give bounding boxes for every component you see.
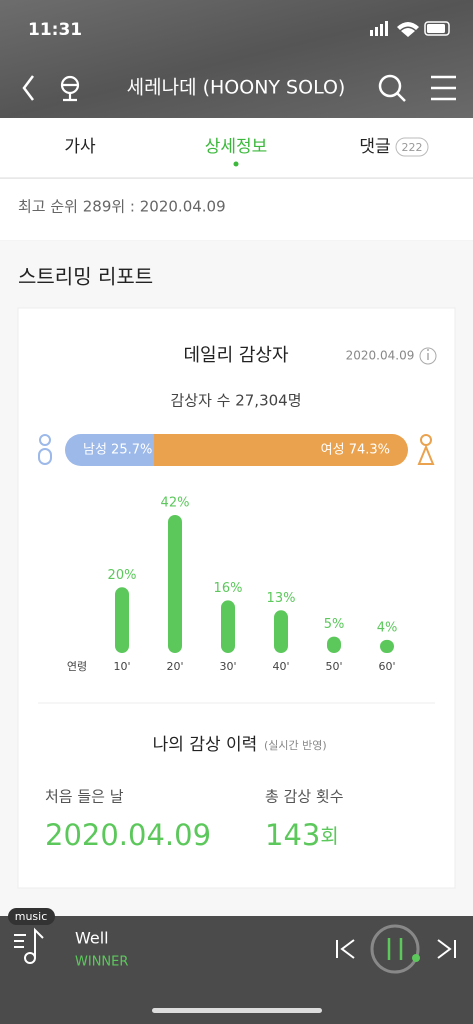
bar <box>115 587 129 653</box>
home-indicator <box>152 1008 322 1013</box>
music-badge <box>8 908 55 925</box>
song-title: 세레나데 (HOONY SOLO) <box>127 77 346 99</box>
bar <box>380 639 394 653</box>
value-label: 4% <box>377 620 398 635</box>
mic-button[interactable] <box>60 75 80 102</box>
header-bg <box>0 0 473 118</box>
back-button[interactable] <box>22 75 34 101</box>
info-icon[interactable] <box>419 347 437 365</box>
gender-segment <box>65 434 154 466</box>
value-label: 16% <box>214 581 243 596</box>
age-chart: 연령 20% 10' 42% 20' 16% 30' 13% 40' 5% 50' 4% 60' <box>67 496 397 674</box>
menu-button[interactable] <box>431 75 456 101</box>
music-badge-text: music <box>15 910 48 923</box>
bar <box>327 636 341 653</box>
x-tick-label: 40' <box>272 660 289 673</box>
total-plays-value: 143 <box>265 818 320 852</box>
playlist-icon[interactable] <box>14 927 44 964</box>
x-tick-label: 50' <box>325 660 342 673</box>
history-title: 나의 감상 이력 <box>153 735 258 755</box>
gender-segment <box>153 434 408 466</box>
axis-label: 연령 <box>67 660 87 673</box>
rank-area <box>0 179 473 240</box>
first-listen-date: 2020.04.09 <box>45 818 211 852</box>
x-tick-label: 10' <box>113 660 130 673</box>
gender-bar <box>65 434 408 466</box>
player-bar <box>0 916 473 1024</box>
artist-name: WINNER <box>75 955 128 970</box>
value-label: 42% <box>161 496 190 511</box>
female-icon <box>417 434 435 465</box>
gender-label: 남성 25.7% <box>83 443 152 458</box>
bar <box>221 600 235 653</box>
bar <box>274 610 288 653</box>
total-plays: 143회 <box>265 818 339 852</box>
comment-count: 222 <box>402 141 423 154</box>
first-listen-label: 처음 들은 날 <box>45 788 124 806</box>
status-icons <box>370 21 450 37</box>
clock: 11:31 <box>28 20 82 40</box>
value-label: 20% <box>108 568 137 583</box>
total-plays-label: 총 감상 횟수 <box>265 788 344 806</box>
tab-bar <box>0 118 473 178</box>
value-label: 5% <box>324 617 345 632</box>
bar <box>168 515 182 653</box>
history-note: (실시간 반영) <box>264 739 327 752</box>
track-name: Well <box>75 929 109 948</box>
male-icon <box>38 434 52 465</box>
prev-button[interactable] <box>336 939 355 959</box>
section-title: 스트리밍 리포트 <box>18 265 153 289</box>
value-label: 13% <box>267 591 296 606</box>
tab[interactable]: 가사 <box>64 137 96 157</box>
pause-button[interactable] <box>370 924 420 974</box>
x-tick-label: 20' <box>166 660 183 673</box>
next-button[interactable] <box>437 939 456 959</box>
total-plays-unit: 회 <box>320 824 338 848</box>
report-date: 2020.04.09 <box>346 349 415 363</box>
peak-rank: 최고 순위 289위 : 2020.04.09 <box>18 198 226 216</box>
tab-active[interactable]: 상세정보 <box>205 137 268 157</box>
x-tick-label: 60' <box>378 660 395 673</box>
comment-badge <box>395 137 429 157</box>
x-tick-label: 30' <box>219 660 236 673</box>
search-button[interactable] <box>378 74 406 102</box>
tab[interactable]: 댓글 <box>359 137 390 157</box>
gender-label: 여성 74.3% <box>321 443 390 458</box>
listener-total: 감상자 수 27,304명 <box>170 392 301 410</box>
report-card <box>17 307 456 889</box>
card-title: 데일리 감상자 <box>183 345 289 366</box>
tab-dot <box>233 161 239 167</box>
